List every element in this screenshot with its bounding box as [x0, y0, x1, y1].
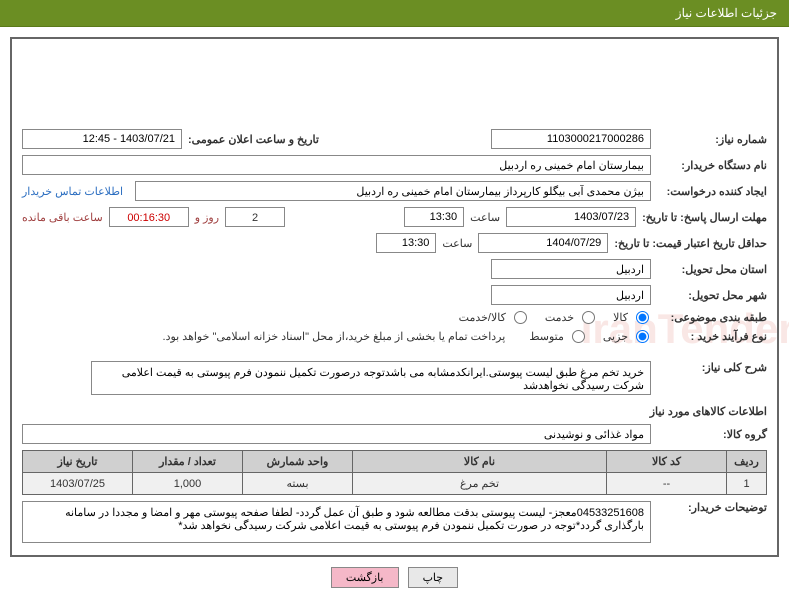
radio-medium-label: متوسط — [529, 330, 564, 343]
main-form: IranTender.net شماره نیاز: تاریخ و ساعت … — [10, 37, 779, 557]
row-buyer-org: نام دستگاه خریدار: — [22, 155, 767, 175]
button-bar: چاپ بازگشت — [0, 567, 789, 588]
row-province: استان محل تحویل: — [22, 259, 767, 279]
row-city: شهر محل تحویل: — [22, 285, 767, 305]
radio-both-label: کالا/خدمت — [459, 311, 506, 324]
countdown: 00:16:30 — [109, 207, 189, 227]
requester-field[interactable] — [135, 181, 651, 201]
print-button[interactable]: چاپ — [408, 567, 459, 588]
cell-name: تخم مرغ — [353, 473, 607, 495]
goods-group-field[interactable] — [22, 424, 651, 444]
deadline-date-field[interactable] — [506, 207, 636, 227]
deadline-label: مهلت ارسال پاسخ: تا تاریخ: — [642, 211, 767, 224]
page-title: جزئیات اطلاعات نیاز — [676, 6, 777, 20]
cell-code: -- — [607, 473, 727, 495]
time-label-1: ساعت — [470, 211, 500, 224]
row-category: طبقه بندی موضوعی: کالا خدمت کالا/خدمت — [22, 311, 767, 324]
back-button[interactable]: بازگشت — [331, 567, 399, 588]
cell-row: 1 — [727, 473, 767, 495]
province-field[interactable] — [491, 259, 651, 279]
announce-field[interactable] — [22, 129, 182, 149]
radio-both[interactable] — [514, 311, 527, 324]
radio-minor[interactable] — [636, 330, 649, 343]
th-code: کد کالا — [607, 451, 727, 473]
days-remaining: 2 — [225, 207, 285, 227]
remaining-label: ساعت باقی مانده — [22, 211, 103, 224]
category-label: طبقه بندی موضوعی: — [657, 311, 767, 324]
row-deadline: مهلت ارسال پاسخ: تا تاریخ: ساعت 2 روز و … — [22, 207, 767, 227]
row-process: نوع فرآیند خرید : جزیی متوسط پرداخت تمام… — [22, 330, 767, 343]
th-row: ردیف — [727, 451, 767, 473]
radio-goods[interactable] — [636, 311, 649, 324]
process-note: پرداخت تمام یا بخشی از مبلغ خرید،از محل … — [163, 330, 506, 343]
buyer-notes-label: توضیحات خریدار: — [657, 501, 767, 514]
deadline-time-field[interactable] — [404, 207, 464, 227]
time-label-2: ساعت — [442, 237, 472, 250]
th-qty: تعداد / مقدار — [133, 451, 243, 473]
need-number-field[interactable] — [491, 129, 651, 149]
radio-medium[interactable] — [572, 330, 585, 343]
radio-service[interactable] — [582, 311, 595, 324]
need-number-label: شماره نیاز: — [657, 133, 767, 146]
th-unit: واحد شمارش — [243, 451, 353, 473]
page-header: جزئیات اطلاعات نیاز — [0, 0, 789, 27]
th-date: تاریخ نیاز — [23, 451, 133, 473]
row-need-number: شماره نیاز: تاریخ و ساعت اعلان عمومی: — [22, 129, 767, 149]
th-name: نام کالا — [353, 451, 607, 473]
validity-date-field[interactable] — [478, 233, 608, 253]
province-label: استان محل تحویل: — [657, 263, 767, 276]
row-buyer-notes: توضیحات خریدار: — [22, 501, 767, 543]
contact-link[interactable]: اطلاعات تماس خریدار — [22, 185, 123, 198]
days-and-label: روز و — [195, 211, 219, 224]
radio-minor-label: جزیی — [603, 330, 628, 343]
row-requester: ایجاد کننده درخواست: اطلاعات تماس خریدار — [22, 181, 767, 201]
goods-table: ردیف کد کالا نام کالا واحد شمارش تعداد /… — [22, 450, 767, 495]
row-validity: حداقل تاریخ اعتبار قیمت: تا تاریخ: ساعت — [22, 233, 767, 253]
cell-unit: بسته — [243, 473, 353, 495]
process-label: نوع فرآیند خرید : — [657, 330, 767, 343]
announce-label: تاریخ و ساعت اعلان عمومی: — [188, 133, 319, 146]
cell-date: 1403/07/25 — [23, 473, 133, 495]
city-field[interactable] — [491, 285, 651, 305]
row-description: شرح کلی نیاز: — [22, 361, 767, 395]
radio-goods-label: کالا — [613, 311, 628, 324]
table-row: 1 -- تخم مرغ بسته 1,000 1403/07/25 — [23, 473, 767, 495]
validity-label: حداقل تاریخ اعتبار قیمت: تا تاریخ: — [614, 237, 767, 250]
row-goods-group: گروه کالا: — [22, 424, 767, 444]
city-label: شهر محل تحویل: — [657, 289, 767, 302]
radio-service-label: خدمت — [545, 311, 574, 324]
validity-time-field[interactable] — [376, 233, 436, 253]
buyer-org-field[interactable] — [22, 155, 651, 175]
goods-section-title: اطلاعات کالاهای مورد نیاز — [22, 405, 767, 418]
cell-qty: 1,000 — [133, 473, 243, 495]
description-label: شرح کلی نیاز: — [657, 361, 767, 374]
buyer-org-label: نام دستگاه خریدار: — [657, 159, 767, 172]
requester-label: ایجاد کننده درخواست: — [657, 185, 767, 198]
buyer-notes-field[interactable] — [22, 501, 651, 543]
description-field[interactable] — [91, 361, 651, 395]
goods-group-label: گروه کالا: — [657, 428, 767, 441]
